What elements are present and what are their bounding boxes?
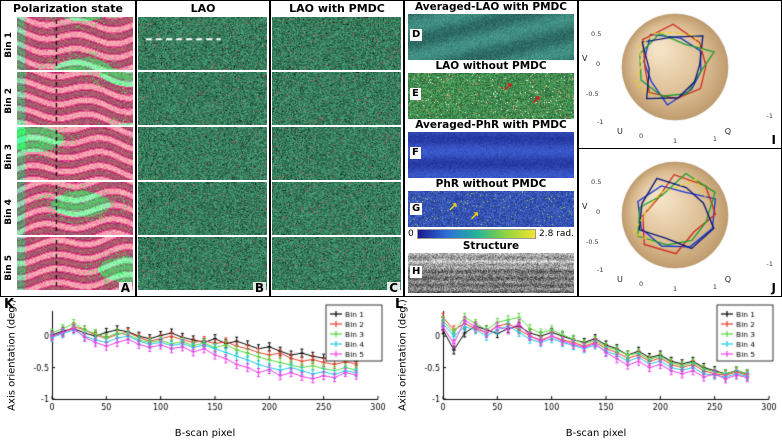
lao-pmdc-image-bin3 bbox=[272, 127, 401, 180]
u-axis-tick: 0 bbox=[639, 280, 644, 288]
yellow-arrow-icon: ↗ bbox=[447, 200, 458, 215]
bin-label-3: Bin 3 bbox=[3, 143, 14, 170]
v-axis-label: V bbox=[582, 54, 588, 63]
u-axis-tick: -1 bbox=[597, 266, 604, 274]
red-arrow-icon: ↗ bbox=[502, 80, 513, 95]
averaged-phr-image bbox=[408, 132, 574, 178]
bin-label-4: Bin 4 bbox=[3, 199, 14, 226]
bin-label-2: Bin 2 bbox=[3, 87, 14, 114]
column-header-polarization: Polarization state bbox=[12, 2, 124, 15]
q-axis-tick: 1 bbox=[712, 135, 717, 143]
axis-orientation-chart-l: L Axis orientation (deg.) B-scan pixel bbox=[391, 297, 782, 445]
lao-without-pmdc-image bbox=[408, 73, 574, 119]
v-axis-tick: -0.5 bbox=[586, 90, 599, 98]
title-structure: Structure bbox=[462, 240, 520, 252]
u-axis-label: U bbox=[617, 275, 623, 284]
q-axis-label: Q bbox=[724, 275, 731, 284]
u-axis-tick: 1 bbox=[673, 285, 678, 293]
panel-letter-b: B bbox=[252, 281, 266, 295]
colorbar-min-label: 0 bbox=[408, 228, 414, 239]
structure-image bbox=[408, 253, 574, 293]
poincare-sphere-panel-i: V 0.5 0 -0.5 U -1 0 1 Q 1 -1 I bbox=[578, 0, 782, 149]
u-axis-tick: 1 bbox=[673, 137, 678, 145]
lao-pmdc-image-bin2 bbox=[272, 72, 401, 125]
panel-letter-g: G bbox=[410, 202, 423, 215]
v-axis-label: V bbox=[582, 202, 588, 211]
averaged-lao-image bbox=[408, 14, 574, 60]
q-axis-tick: -1 bbox=[766, 260, 773, 268]
red-arrow-icon: ↗ bbox=[530, 93, 541, 108]
middle-panels-column: Averaged-LAO with PMDC D LAO without PMD… bbox=[404, 0, 578, 297]
panel-letter-l: L bbox=[395, 297, 404, 312]
q-axis-label: Q bbox=[724, 127, 731, 136]
axis-orientation-chart-k: K Axis orientation (deg.) B-scan pixel bbox=[0, 297, 391, 445]
v-axis-tick: 0 bbox=[596, 60, 601, 68]
lao-image-bin1 bbox=[138, 17, 267, 70]
title-averaged-phr: Averaged-PhR with PMDC bbox=[415, 119, 567, 131]
q-axis-tick: -1 bbox=[766, 112, 773, 120]
panel-letter-j: J bbox=[769, 281, 778, 295]
lao-image-bin3 bbox=[138, 127, 267, 180]
panel-letter-c: C bbox=[387, 281, 400, 295]
u-axis-tick: 0 bbox=[639, 132, 644, 140]
title-phr-without-pmdc: PhR without PMDC bbox=[435, 178, 547, 190]
q-axis-tick: 1 bbox=[712, 283, 717, 291]
colorbar-gradient bbox=[416, 228, 537, 239]
v-axis-tick: -0.5 bbox=[586, 238, 599, 246]
line-plot bbox=[28, 299, 388, 427]
x-axis-label: B-scan pixel bbox=[565, 428, 627, 439]
y-axis-label: Axis orientation (deg.) bbox=[397, 299, 409, 411]
column-header-lao-pmdc: LAO with PMDC bbox=[289, 2, 385, 15]
poincare-sphere-panel-j: V 0.5 0 -0.5 U -1 0 1 Q 1 -1 J bbox=[578, 148, 782, 297]
x-axis-label: B-scan pixel bbox=[174, 428, 236, 439]
polarization-image-bin4 bbox=[17, 182, 133, 235]
title-lao-without-pmdc: LAO without PMDC bbox=[435, 60, 547, 72]
column-header-lao: LAO bbox=[190, 2, 216, 15]
panel-letter-d: D bbox=[410, 28, 423, 41]
poincare-sphere-plot bbox=[579, 149, 781, 296]
v-axis-tick: 0.5 bbox=[591, 178, 602, 186]
polarization-state-column: Polarization state Bin 1 Bin 2 Bin 3 Bin… bbox=[0, 0, 136, 297]
polarization-image-bin5 bbox=[17, 237, 133, 290]
panel-letter-f: F bbox=[410, 146, 421, 159]
v-axis-tick: 0.5 bbox=[591, 30, 602, 38]
lao-pmdc-image-bin4 bbox=[272, 182, 401, 235]
polarization-image-bin2 bbox=[17, 72, 133, 125]
y-axis-label: Axis orientation (deg.) bbox=[6, 299, 18, 411]
lao-image-bin4 bbox=[138, 182, 267, 235]
v-axis-tick: 0 bbox=[596, 208, 601, 216]
colorbar-row: 0 2.8 rad. bbox=[408, 227, 574, 240]
lao-column: LAO B bbox=[136, 0, 270, 297]
lao-image-bin2 bbox=[138, 72, 267, 125]
panel-letter-a: A bbox=[118, 281, 132, 295]
colorbar-max-label: 2.8 rad. bbox=[539, 228, 574, 239]
bin-label-1: Bin 1 bbox=[3, 32, 14, 58]
lao-with-pmdc-column: LAO with PMDC C bbox=[270, 0, 404, 297]
panel-letter-k: K bbox=[4, 297, 15, 312]
panel-letter-e: E bbox=[410, 87, 421, 100]
panel-letter-i: I bbox=[769, 133, 778, 147]
panel-letter-h: H bbox=[410, 265, 423, 278]
polarization-image-bin1 bbox=[17, 17, 133, 70]
poincare-sphere-plot bbox=[579, 1, 781, 148]
yellow-arrow-icon: ↗ bbox=[469, 208, 480, 223]
bin-label-5: Bin 5 bbox=[3, 255, 14, 281]
u-axis-tick: -1 bbox=[597, 118, 604, 126]
polarization-image-bin3 bbox=[17, 127, 133, 180]
lao-pmdc-image-bin5 bbox=[272, 237, 401, 290]
line-plot bbox=[419, 299, 779, 427]
lao-image-bin5 bbox=[138, 237, 267, 290]
lao-pmdc-image-bin1 bbox=[272, 17, 401, 70]
bin-label-strip: Bin 1 Bin 2 Bin 3 Bin 4 Bin 5 bbox=[1, 17, 16, 296]
title-averaged-lao: Averaged-LAO with PMDC bbox=[415, 1, 567, 13]
phr-without-pmdc-image bbox=[408, 191, 574, 227]
u-axis-label: U bbox=[617, 127, 623, 136]
